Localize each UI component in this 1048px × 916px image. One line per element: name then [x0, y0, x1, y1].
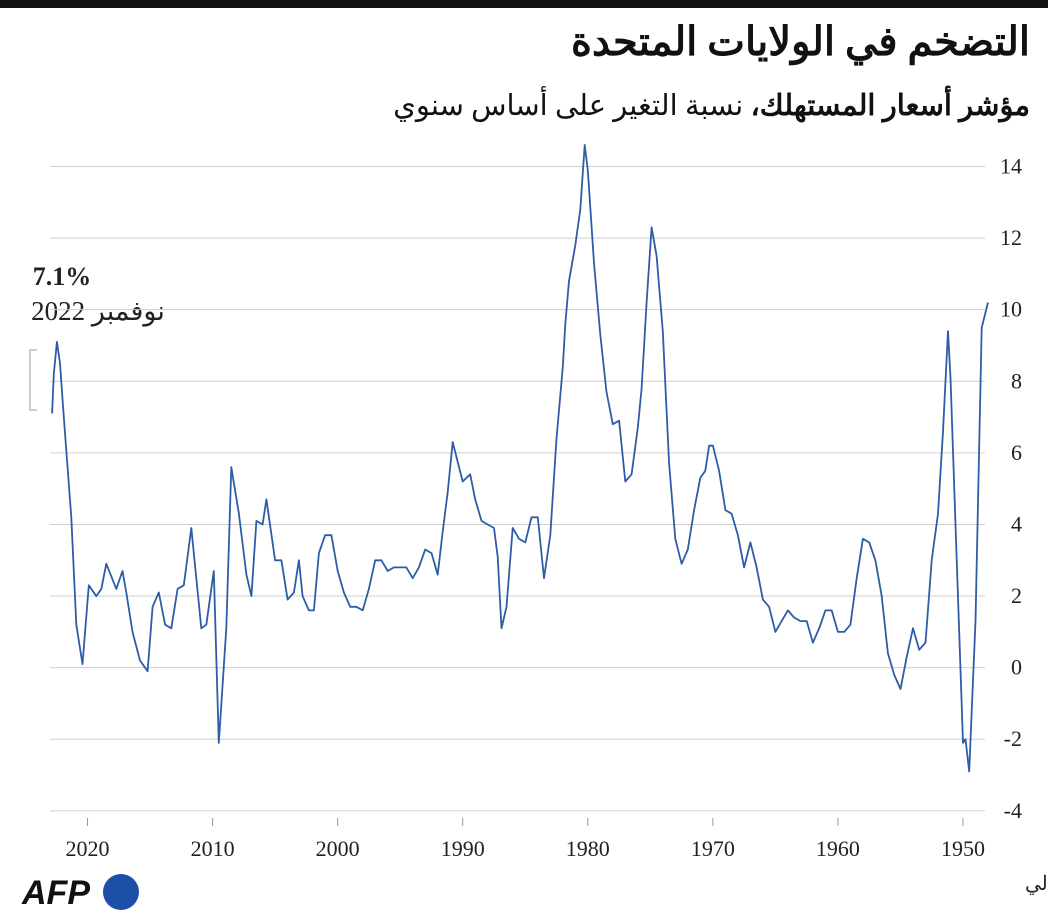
- y-tick-label: 12: [1000, 225, 1022, 250]
- y-tick-label: 6: [1011, 440, 1022, 465]
- x-tick-label: 1980: [566, 836, 610, 861]
- x-tick-label: 1970: [691, 836, 735, 861]
- x-tick-label: 2020: [66, 836, 110, 861]
- subtitle-bold: مؤشر أسعار المستهلك،: [750, 90, 1030, 122]
- x-tick-label: 1960: [816, 836, 860, 861]
- x-tick-label: 1950: [941, 836, 985, 861]
- chart-subtitle: مؤشر أسعار المستهلك، نسبة التغير على أسا…: [393, 88, 1030, 123]
- chart-title: التضخم في الولايات المتحدة: [571, 19, 1030, 64]
- source: المصدر: بنك الاحتياطي الفدرالي: [1025, 873, 1048, 895]
- y-tick-label: 14: [1000, 153, 1022, 178]
- x-tick-label: 1990: [441, 836, 485, 861]
- y-tick-label: -4: [1004, 798, 1022, 823]
- y-tick-label: 8: [1011, 368, 1022, 393]
- logo-circle: [103, 874, 139, 910]
- y-tick-label: 2: [1011, 583, 1022, 608]
- annotation-date: نوفمبر 2022: [31, 296, 165, 327]
- y-tick-label: 4: [1011, 511, 1022, 536]
- annotation-bracket: [29, 349, 37, 411]
- y-tick-label: -2: [1004, 726, 1022, 751]
- x-tick-label: 2010: [191, 836, 235, 861]
- y-tick-label: 0: [1011, 655, 1022, 680]
- line: [51, 144, 989, 773]
- top-bar: [0, 0, 1048, 8]
- logo: AFP: [21, 874, 90, 912]
- y-tick-label: 10: [1000, 297, 1022, 322]
- annotation-value: 7.1%: [33, 262, 92, 291]
- subtitle: نسبة التغير على أساس سنوي: [393, 90, 744, 122]
- x-tick-label: 2000: [316, 836, 360, 861]
